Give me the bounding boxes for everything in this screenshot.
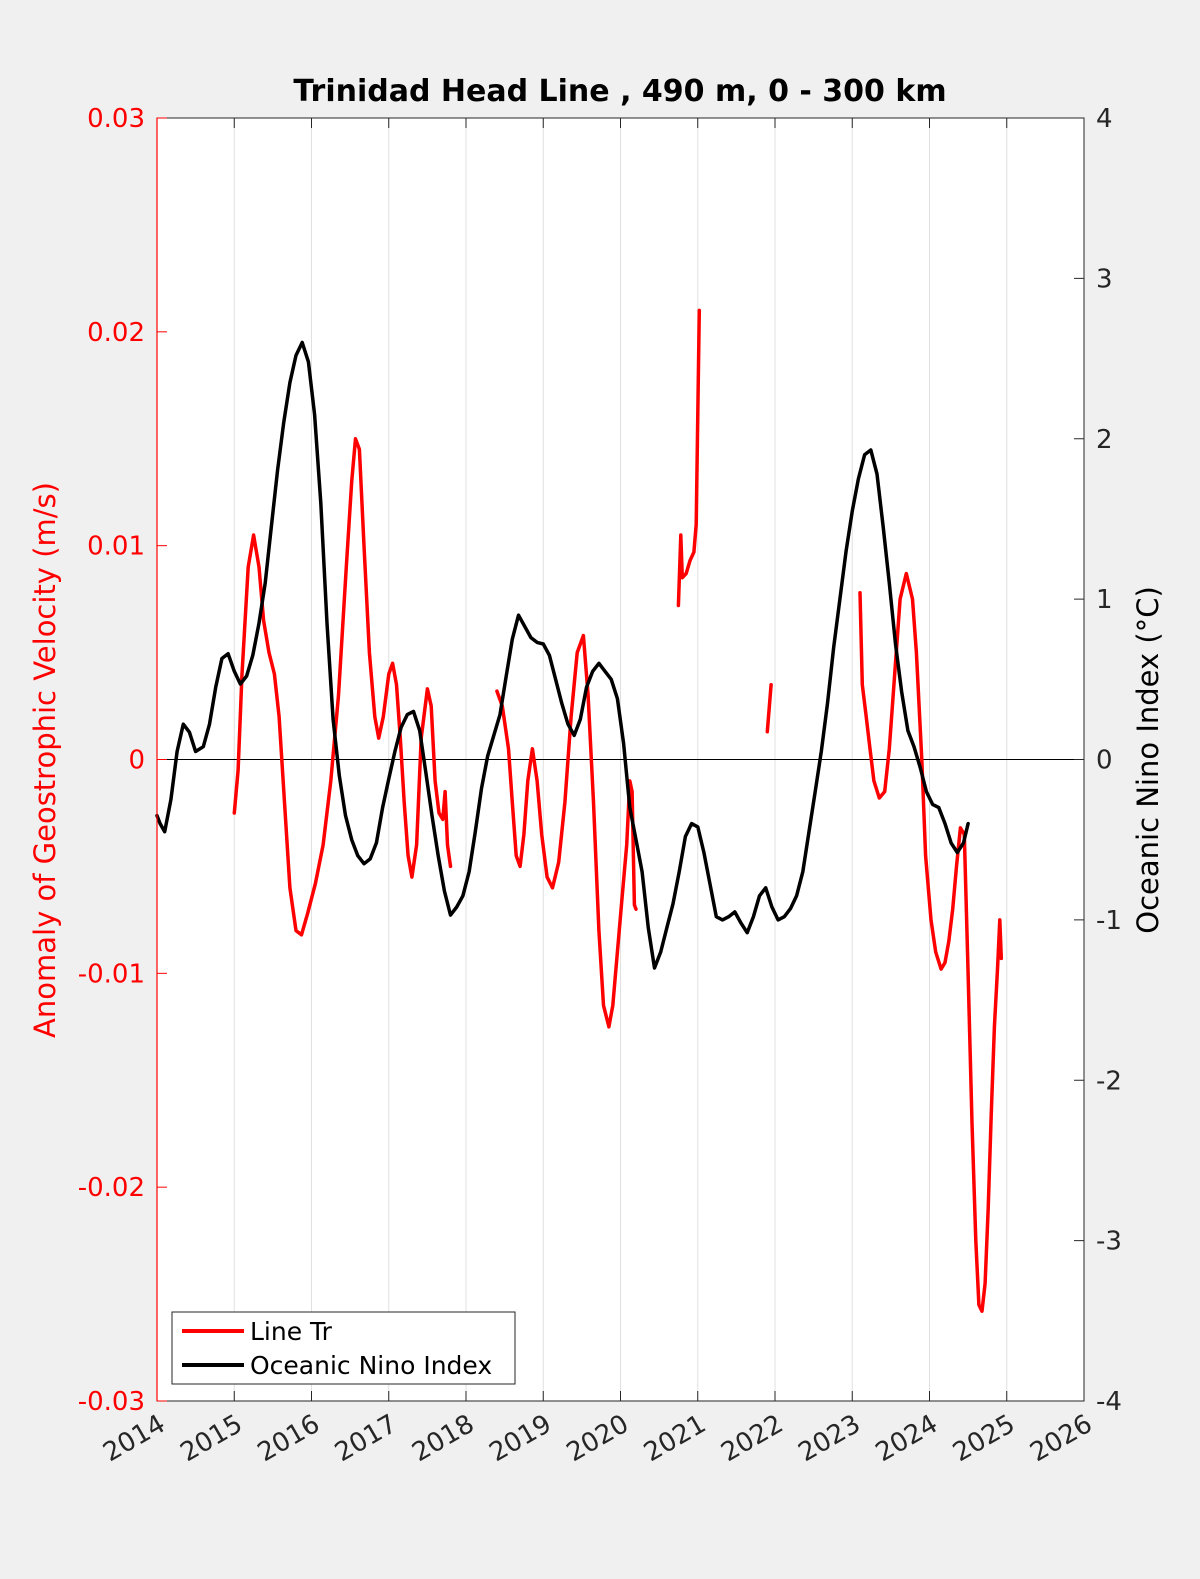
y-right-tick-label: -1 [1096,906,1122,936]
y-left-tick-label: 0.01 [87,532,145,562]
series-line-tr-segment [765,682,773,734]
y-right-tick-label: -3 [1096,1227,1122,1257]
legend: Line Tr Oceanic Nino Index [171,1311,516,1385]
series-line-tr-segment [858,571,1004,1313]
y-right-tick-label: 2 [1096,425,1113,455]
y-right-tick-label: 3 [1096,264,1113,294]
series-line-tr-segment [495,633,638,1029]
y-left-tick-label: 0.03 [87,104,145,134]
y-right-tick-label: -4 [1096,1387,1122,1417]
y-axis-right-label: Oceanic Nino Index (°C) [1131,586,1165,934]
y-left-tick-label: -0.01 [78,959,145,989]
y-axis-left-label: Anomaly of Geostrophic Velocity (m/s) [28,482,62,1038]
y-right-tick-label: 4 [1096,104,1113,134]
series-oceanic-nino-index [155,340,970,970]
legend-box [171,1311,516,1385]
legend-label-oni: Oceanic Nino Index [250,1351,492,1380]
y-left-tick-label: -0.02 [78,1173,145,1203]
y-left-tick-label: -0.03 [78,1387,145,1417]
y-right-tick-label: 1 [1096,585,1113,615]
legend-label-line-tr: Line Tr [250,1317,333,1346]
y-left-tick-label: 0.02 [87,318,145,348]
series-layer [155,308,1004,1313]
y-right-tick-label: 0 [1096,746,1113,776]
series-line-tr-segment [676,308,702,608]
y-left-tick-label: 0 [128,746,145,776]
y-right-tick-label: -2 [1096,1066,1122,1096]
chart-title: Trinidad Head Line , 490 m, 0 - 300 km [293,74,946,109]
series-line-tr-segment [232,437,453,937]
